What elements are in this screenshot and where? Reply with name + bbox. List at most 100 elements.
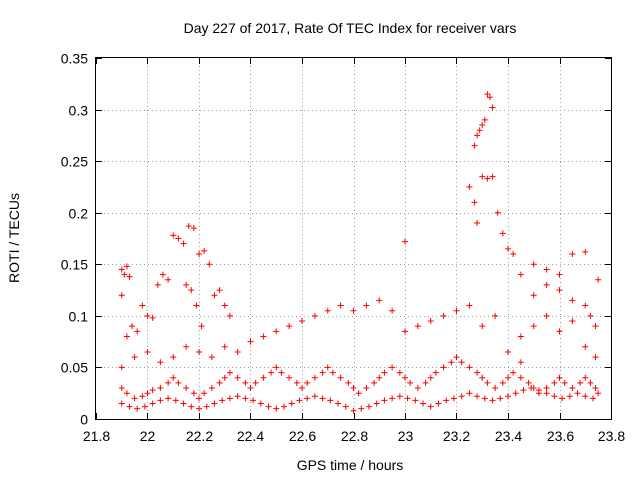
data-point [492,312,499,319]
x-tick-label: 23.6 [547,428,574,444]
data-point [203,403,210,410]
data-point [149,387,156,394]
data-point [530,292,537,299]
x-tick-label: 23.4 [495,428,522,444]
data-point [381,397,388,404]
data-point [404,395,411,402]
data-point [337,374,344,381]
data-points [118,91,602,414]
data-point [517,333,524,340]
data-point [118,385,125,392]
data-point [286,323,293,330]
data-point [414,385,421,392]
data-point [427,403,434,410]
data-point [466,364,473,371]
data-point [126,403,133,410]
data-point [273,364,280,371]
data-point [543,385,550,392]
data-point [131,354,138,361]
data-point [118,292,125,299]
data-point [595,390,602,397]
data-point [273,405,280,412]
data-point [193,302,200,309]
x-tick-label: 23.2 [443,428,470,444]
data-point [206,261,213,268]
data-point [505,374,511,381]
data-point [188,403,195,410]
data-point [234,348,241,355]
data-point [293,379,300,386]
data-point [335,400,342,407]
data-point [422,379,429,386]
data-point [319,369,326,376]
data-point [510,250,517,257]
x-tick-label: 22 [140,428,156,444]
data-point [543,281,550,288]
data-point [556,287,563,294]
data-point [175,235,182,242]
data-point [286,374,293,381]
data-point [440,364,447,371]
data-point [350,307,357,314]
data-point [211,400,218,407]
y-tick-label: 0.25 [61,154,88,170]
data-point [216,287,223,294]
data-point [250,397,257,404]
data-point [582,393,589,400]
data-point [190,390,197,397]
y-tick-label: 0.35 [61,51,88,67]
data-point [170,374,177,381]
data-point [280,403,287,410]
data-point [311,374,318,381]
data-point [188,287,195,294]
data-point [144,312,151,319]
data-point [569,385,576,392]
data-point [196,250,202,257]
data-point [476,127,483,134]
x-tick-label: 22.4 [237,428,264,444]
data-point [134,405,141,412]
data-point [299,385,305,392]
data-point [183,385,190,392]
data-point [474,393,481,400]
data-point [453,354,460,361]
data-point [157,385,164,392]
data-point [154,281,161,288]
data-point [190,225,197,232]
data-point [226,395,233,402]
data-point [355,390,362,397]
data-point [185,223,192,230]
data-point [569,297,576,304]
data-point [131,395,138,402]
data-point [592,323,599,330]
data-point [311,312,318,319]
data-point [299,318,305,325]
data-point [407,379,414,386]
data-point [234,374,241,381]
data-point [530,323,537,330]
data-point [474,220,481,227]
data-point [278,369,285,376]
data-point [587,312,594,319]
data-point [371,379,378,386]
data-point [556,328,563,335]
data-point [247,338,254,345]
data-point [170,232,177,239]
x-tick-label: 23.8 [598,428,625,444]
data-point [551,379,558,386]
data-point [221,343,228,350]
data-point [479,323,486,330]
data-point [296,397,303,404]
data-point [319,395,326,402]
data-point [180,240,187,247]
data-point [183,343,190,350]
data-point [517,359,524,366]
data-point [180,400,187,407]
data-point [201,390,208,397]
data-point [337,302,344,309]
data-point [432,369,439,376]
data-point [592,385,599,392]
data-point [139,393,146,400]
data-point [118,364,125,371]
